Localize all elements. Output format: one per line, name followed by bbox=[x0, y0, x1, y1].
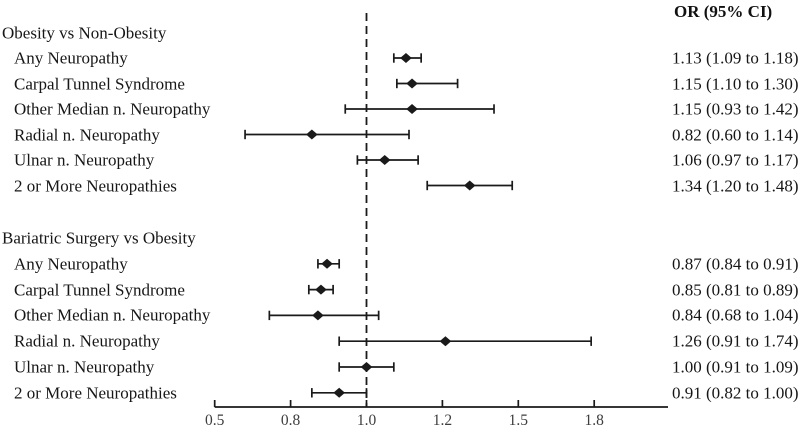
or-value: 1.00 (0.91 to 1.09) bbox=[672, 357, 799, 377]
or-column-header: OR (95% CI) bbox=[674, 2, 773, 21]
row-label: Carpal Tunnel Syndrome bbox=[14, 280, 185, 300]
x-axis-tick-label: 1.2 bbox=[433, 412, 452, 429]
or-value: 0.84 (0.68 to 1.04) bbox=[672, 305, 799, 325]
row-label: Other Median n. Neuropathy bbox=[14, 305, 211, 325]
or-diamond bbox=[463, 180, 476, 191]
or-diamond bbox=[306, 129, 318, 140]
or-diamond bbox=[360, 362, 373, 372]
x-axis-tick-label: 1.5 bbox=[509, 412, 529, 429]
row-label: Radial n. Neuropathy bbox=[14, 331, 160, 351]
or-value: 0.82 (0.60 to 1.14) bbox=[672, 125, 799, 144]
x-axis-tick-label: 0.8 bbox=[281, 412, 301, 429]
row-label: Ulnar n. Neuropathy bbox=[14, 357, 155, 377]
or-diamond bbox=[400, 53, 412, 63]
or-value: 1.06 (0.97 to 1.17) bbox=[672, 150, 799, 170]
or-value: 0.87 (0.84 to 0.91) bbox=[672, 254, 799, 274]
row-label: Other Median n. Neuropathy bbox=[14, 99, 211, 119]
or-value: 0.85 (0.81 to 0.89) bbox=[672, 280, 799, 300]
or-value: 1.13 (1.09 to 1.18) bbox=[672, 48, 799, 68]
row-label: 2 or More Neuropathies bbox=[14, 383, 177, 403]
or-value: 1.15 (1.10 to 1.30) bbox=[672, 74, 799, 93]
x-axis-tick-label: 0.5 bbox=[205, 412, 225, 429]
row-label: Any Neuropathy bbox=[14, 254, 128, 274]
or-diamond bbox=[333, 387, 345, 398]
row-label: Carpal Tunnel Syndrome bbox=[14, 74, 185, 93]
x-axis-tick-label: 1.8 bbox=[585, 412, 605, 429]
row-label: Ulnar n. Neuropathy bbox=[14, 150, 155, 170]
or-diamond bbox=[406, 78, 418, 89]
row-label: Any Neuropathy bbox=[14, 48, 128, 68]
group-header: Obesity vs Non-Obesity bbox=[2, 23, 167, 43]
or-diamond bbox=[378, 155, 391, 165]
row-label: 2 or More Neuropathies bbox=[14, 176, 177, 195]
or-diamond bbox=[406, 104, 418, 114]
x-axis-tick-label: 1.0 bbox=[357, 412, 377, 429]
or-diamond bbox=[315, 284, 327, 295]
or-diamond bbox=[439, 336, 452, 347]
or-diamond bbox=[312, 310, 324, 321]
row-label: Radial n. Neuropathy bbox=[14, 125, 160, 144]
or-value: 1.34 (1.20 to 1.48) bbox=[672, 176, 799, 195]
or-diamond bbox=[321, 258, 333, 269]
or-value: 1.15 (0.93 to 1.42) bbox=[672, 99, 799, 119]
or-value: 1.26 (0.91 to 1.74) bbox=[672, 331, 799, 351]
or-value: 0.91 (0.82 to 1.00) bbox=[672, 383, 799, 403]
group-header: Bariatric Surgery vs Obesity bbox=[2, 228, 196, 247]
